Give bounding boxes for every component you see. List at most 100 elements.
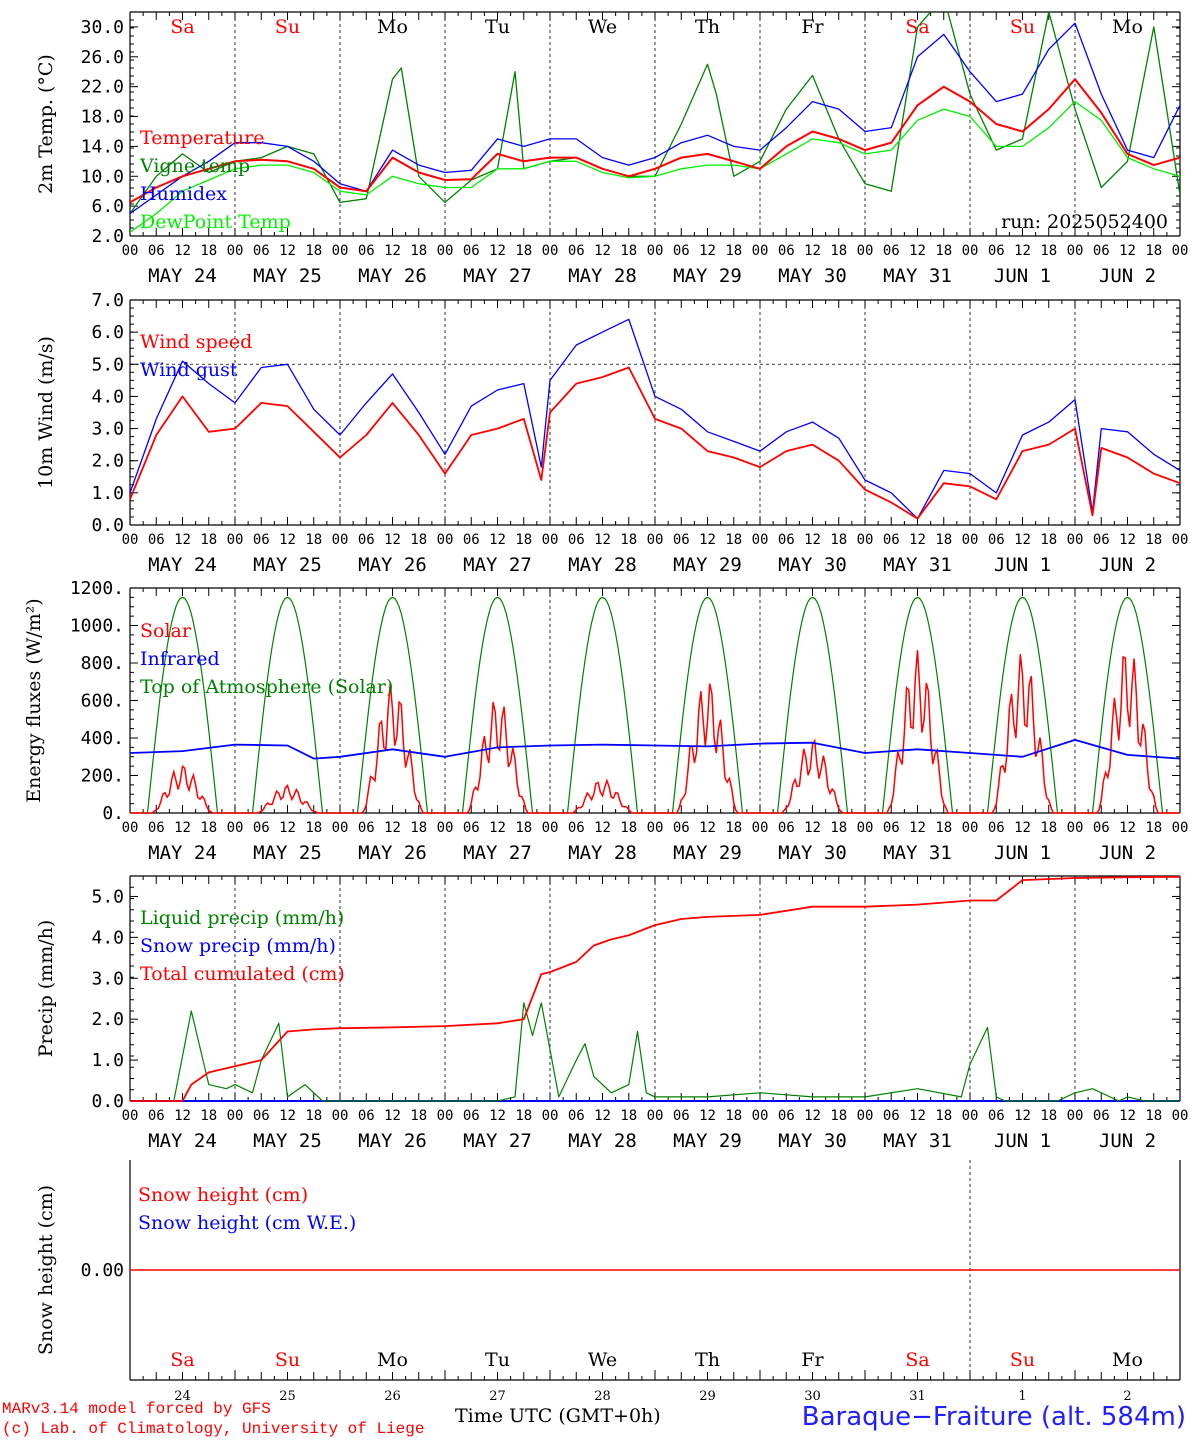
hour-tick-label: 12	[594, 243, 611, 259]
hour-tick-label: 06	[148, 820, 165, 836]
date-label: JUN 1	[994, 554, 1051, 576]
hour-tick-label: 12	[174, 1108, 191, 1124]
day-letter-bottom: Th	[695, 1349, 720, 1371]
legend-temp-1: Vigne temp	[139, 155, 250, 177]
y-tick-label: 2.0	[91, 1009, 124, 1030]
hour-tick-label: 12	[594, 820, 611, 836]
hour-tick-label: 00	[1067, 243, 1084, 259]
y-tick-label: 200.	[81, 766, 124, 787]
hour-tick-label: 18	[410, 532, 427, 548]
y-tick-label: 1000.	[70, 616, 124, 637]
day-letter-top: Fr	[801, 16, 824, 38]
hour-tick-label: 06	[673, 820, 690, 836]
day-letter-top: Th	[695, 16, 720, 38]
day-letter-bottom: Su	[1010, 1349, 1035, 1371]
hour-tick-label: 12	[594, 1108, 611, 1124]
hour-tick-label: 18	[515, 243, 532, 259]
y-tick-label: 4.0	[91, 386, 124, 407]
hour-tick-label: 00	[332, 532, 349, 548]
hour-tick-label: 00	[332, 820, 349, 836]
hour-tick-label: 00	[1172, 1108, 1189, 1124]
hour-tick-label: 00	[647, 1108, 664, 1124]
legend-snow-0: Snow height (cm)	[138, 1184, 308, 1206]
date-label: MAY 29	[673, 842, 742, 864]
hour-tick-label: 06	[778, 1108, 795, 1124]
bottom-day-number: 27	[489, 1389, 506, 1404]
hour-tick-label: 00	[122, 532, 139, 548]
hour-tick-label: 00	[1067, 820, 1084, 836]
hour-tick-label: 06	[568, 1108, 585, 1124]
hour-tick-label: 18	[515, 1108, 532, 1124]
y-tick-label: 7.0	[91, 290, 124, 311]
model-credit: MARv3.14 model forced by GFS	[2, 1400, 271, 1418]
hour-tick-label: 12	[909, 532, 926, 548]
bottom-day-number: 24	[174, 1389, 191, 1404]
y-tick-label: 2.0	[91, 226, 124, 247]
hour-tick-label: 06	[988, 243, 1005, 259]
y-tick-label: 1200.	[70, 578, 124, 599]
day-letter-bottom: Mo	[377, 1349, 408, 1371]
hour-tick-label: 00	[122, 820, 139, 836]
hour-tick-label: 06	[988, 820, 1005, 836]
day-letter-top: Mo	[1112, 16, 1143, 38]
day-letter-top: We	[588, 16, 617, 38]
legend-wind-1: Wind gust	[140, 359, 238, 381]
legend-energy-0: Solar	[140, 620, 192, 642]
day-letter-bottom: Sa	[170, 1349, 194, 1371]
bottom-day-number: 29	[699, 1389, 716, 1404]
hour-tick-label: 00	[542, 820, 559, 836]
hour-tick-label: 18	[200, 820, 217, 836]
hour-tick-label: 06	[463, 243, 480, 259]
hour-tick-label: 06	[253, 1108, 270, 1124]
hour-tick-label: 12	[174, 243, 191, 259]
date-label: MAY 24	[148, 554, 217, 576]
hour-tick-label: 06	[883, 243, 900, 259]
hour-tick-label: 06	[1093, 532, 1110, 548]
date-label: MAY 26	[358, 554, 427, 576]
hour-tick-label: 18	[305, 820, 322, 836]
hour-tick-label: 18	[935, 1108, 952, 1124]
hour-tick-label: 06	[883, 1108, 900, 1124]
hour-tick-label: 00	[962, 1108, 979, 1124]
hour-tick-label: 06	[778, 820, 795, 836]
hour-tick-label: 12	[1119, 820, 1136, 836]
hour-tick-label: 06	[568, 532, 585, 548]
date-label: MAY 27	[463, 554, 532, 576]
date-label: MAY 25	[253, 1130, 322, 1152]
hour-tick-label: 12	[384, 243, 401, 259]
date-label: JUN 1	[994, 265, 1051, 287]
legend-wind-0: Wind speed	[140, 331, 252, 353]
hour-tick-label: 00	[1172, 820, 1189, 836]
hour-tick-label: 18	[1040, 532, 1057, 548]
hour-tick-label: 00	[647, 243, 664, 259]
legend-temp-0: Temperature	[140, 127, 264, 149]
hour-tick-label: 12	[1014, 1108, 1031, 1124]
hour-tick-label: 00	[437, 1108, 454, 1124]
hour-tick-label: 12	[699, 1108, 716, 1124]
hour-tick-label: 06	[568, 243, 585, 259]
hour-tick-label: 00	[122, 243, 139, 259]
hour-tick-label: 06	[778, 532, 795, 548]
hour-tick-label: 00	[437, 820, 454, 836]
date-label: JUN 1	[994, 842, 1051, 864]
hour-tick-label: 06	[463, 532, 480, 548]
hour-tick-label: 06	[253, 532, 270, 548]
y-tick-label: 14.0	[81, 136, 124, 157]
hour-tick-label: 06	[673, 1108, 690, 1124]
hour-tick-label: 12	[489, 820, 506, 836]
hour-tick-label: 18	[830, 820, 847, 836]
y-tick-label: 0.00	[81, 1260, 124, 1281]
hour-tick-label: 18	[620, 820, 637, 836]
hour-tick-label: 06	[463, 1108, 480, 1124]
hour-tick-label: 06	[988, 1108, 1005, 1124]
hour-tick-label: 18	[515, 532, 532, 548]
hour-tick-label: 12	[489, 532, 506, 548]
date-label: JUN 2	[1099, 1130, 1156, 1152]
hour-tick-label: 06	[148, 532, 165, 548]
hour-tick-label: 12	[804, 532, 821, 548]
hour-tick-label: 00	[857, 820, 874, 836]
date-label: MAY 27	[463, 1130, 532, 1152]
y-tick-label: 5.0	[91, 354, 124, 375]
date-label: MAY 24	[148, 1130, 217, 1152]
day-letter-top: Su	[1010, 16, 1035, 38]
